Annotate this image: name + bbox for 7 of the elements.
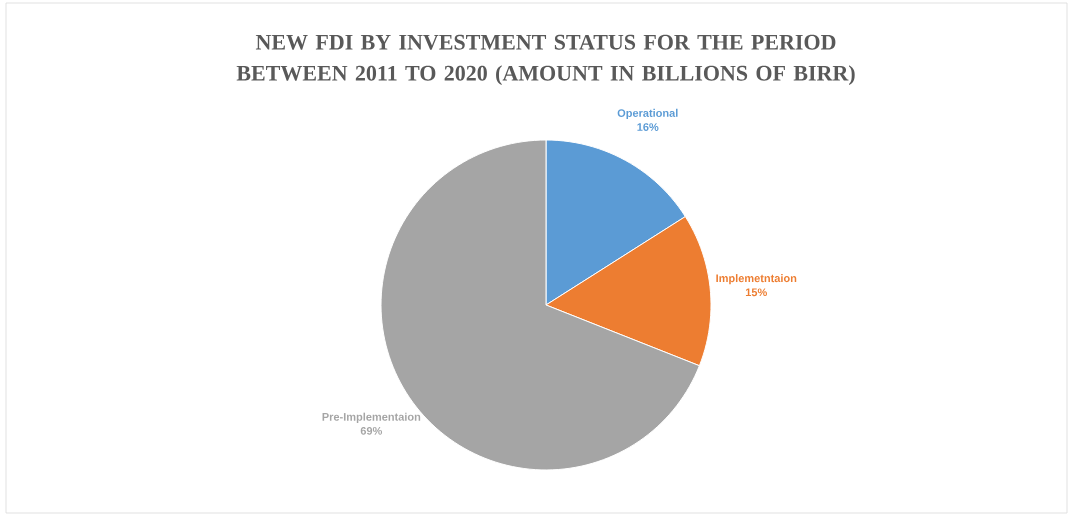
slice-label: Pre-Implementaion: [322, 412, 421, 423]
data-label: 15%: [745, 288, 767, 297]
slice-label: Implemetntaion: [716, 274, 797, 285]
data-label: 69%: [360, 426, 383, 435]
chart-title: NEW FDI BY INVESTMENT STATUS FOR THE PERIOD BETWEEN 2011 TO 2020 (AMOUNT IN BILLIONS OF BIRR): [236, 34, 855, 86]
data-label: 16%: [637, 123, 659, 131]
slice-label: Operational: [617, 108, 678, 120]
